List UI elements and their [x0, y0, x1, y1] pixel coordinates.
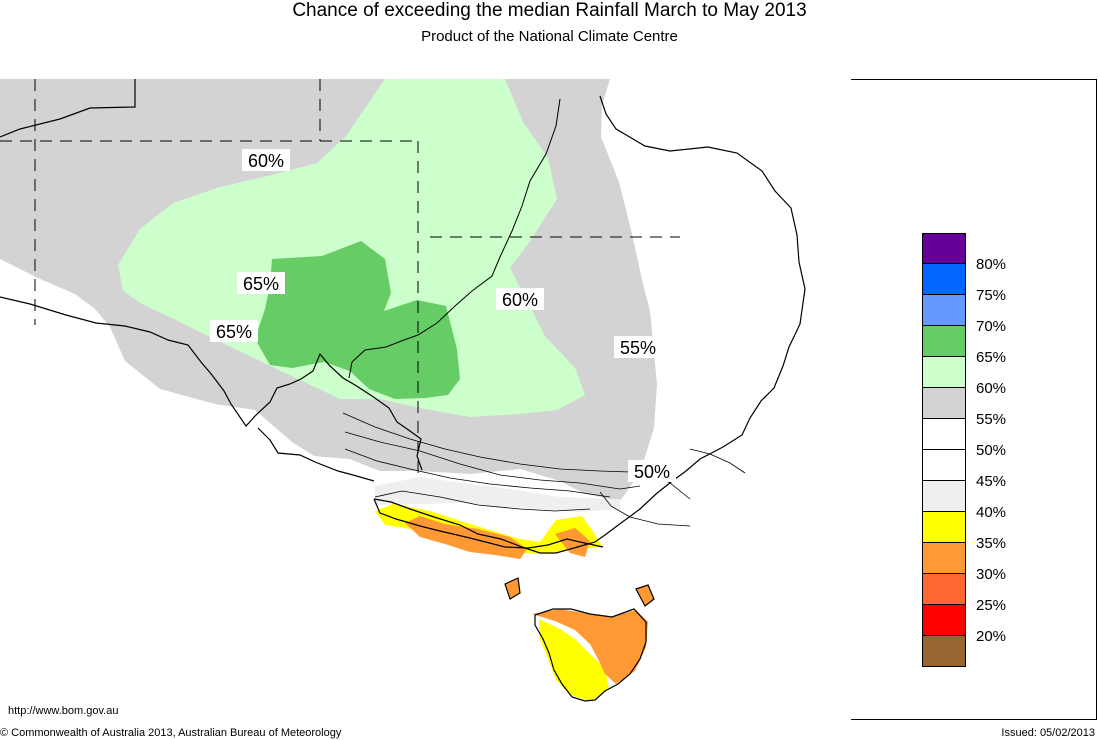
- legend-swatch-30: [922, 543, 966, 574]
- king-island-outline: [504, 577, 521, 600]
- contour-label-bg-55: [614, 336, 662, 358]
- state-borders: [0, 79, 680, 481]
- legend-label-55: 55%: [976, 411, 1007, 428]
- rainfall-map: 60% 65% 65% 60% 55% 50%: [0, 79, 851, 720]
- light-gray-zone: [375, 477, 620, 512]
- legend-swatch-70: [922, 295, 966, 326]
- legend-swatch-65: [922, 326, 966, 357]
- legend-swatch-35: [922, 512, 966, 543]
- orange-zone-tasmania: [532, 609, 648, 684]
- contour-label-bg-60-a: [242, 149, 290, 171]
- contour-label-50: 50%: [634, 462, 670, 482]
- green-zones: [255, 241, 460, 399]
- legend-label-30: 30%: [976, 566, 1007, 583]
- contour-label-65-b: 65%: [216, 322, 252, 342]
- legend-label-60: 60%: [976, 380, 1007, 397]
- contour-50: [344, 431, 641, 490]
- legend-label-65: 65%: [976, 349, 1007, 366]
- legend-label-80: 80%: [976, 256, 1007, 273]
- bom-url: http://www.bom.gov.au: [8, 705, 119, 717]
- map-panel: 60% 65% 65% 60% 55% 50%: [0, 79, 851, 720]
- tasmania-outline: [534, 608, 647, 702]
- spencer-gulf: [0, 296, 423, 471]
- legend-label-20: 20%: [976, 628, 1007, 645]
- contour-label-55: 55%: [620, 338, 656, 358]
- legend-swatch-55: [922, 388, 966, 419]
- legend-label-70: 70%: [976, 318, 1007, 335]
- issued-date: Issued: 05/02/2013: [1001, 727, 1095, 739]
- contour-label-bg-50: [628, 460, 676, 482]
- legend-label-35: 35%: [976, 535, 1007, 552]
- legend-label-75: 75%: [976, 287, 1007, 304]
- legend-swatch-50: [922, 419, 966, 450]
- legend-swatch-45: [922, 450, 966, 481]
- legend-label-45: 45%: [976, 473, 1007, 490]
- contour-label-bg-60-b: [496, 288, 544, 310]
- legend-swatch-20: [922, 605, 966, 636]
- east-coast: [373, 95, 806, 554]
- legend-swatch-75: [922, 264, 966, 295]
- contour-label-60-b: 60%: [502, 290, 538, 310]
- contour-label-65-a: 65%: [243, 274, 279, 294]
- legend-color-bar: [922, 233, 966, 667]
- legend-swatch-25: [922, 574, 966, 605]
- legend-labels: 80% 75% 70% 65% 60% 55% 50% 45% 40% 35% …: [976, 256, 1006, 659]
- south-coast: [373, 498, 604, 549]
- contour-label-bg-65-a: [237, 272, 285, 294]
- contour-40: [374, 490, 591, 512]
- legend-swatch-60: [922, 357, 966, 388]
- inland-border: [348, 98, 561, 379]
- coastline: [0, 79, 806, 702]
- legend-label-40: 40%: [976, 504, 1007, 521]
- contour-east-upper: [689, 448, 746, 474]
- green-zone-65: [255, 241, 460, 399]
- map-subtitle: Product of the National Climate Centre: [421, 28, 678, 45]
- copyright-text: © Commonwealth of Australia 2013, Austra…: [0, 727, 342, 739]
- contour-45: [344, 448, 611, 498]
- orange-zone-bay: [555, 528, 590, 557]
- contour-45-east: [599, 491, 691, 527]
- gray-zone-coast: [303, 406, 420, 471]
- north-coast-west: [0, 79, 136, 138]
- contour-labels: 60% 65% 65% 60% 55% 50%: [210, 149, 676, 482]
- contour-label-60-a: 60%: [248, 151, 284, 171]
- yellow-zone-tasmania: [539, 619, 609, 701]
- legend-label-50: 50%: [976, 442, 1007, 459]
- orange-zone-offshore: [636, 585, 654, 606]
- coast-west-vic: [257, 427, 375, 482]
- legend-swatch-80: [922, 233, 966, 264]
- legend-swatch-bottom: [922, 636, 966, 667]
- light-gray-band: [375, 477, 620, 512]
- legend-label-25: 25%: [976, 597, 1007, 614]
- flinders-island-outline: [635, 584, 655, 607]
- legend-swatch-40: [922, 481, 966, 512]
- map-title: Chance of exceeding the median Rainfall …: [292, 0, 807, 21]
- state-boundary-thick: [348, 98, 561, 379]
- contour-label-bg-65-b: [210, 320, 258, 342]
